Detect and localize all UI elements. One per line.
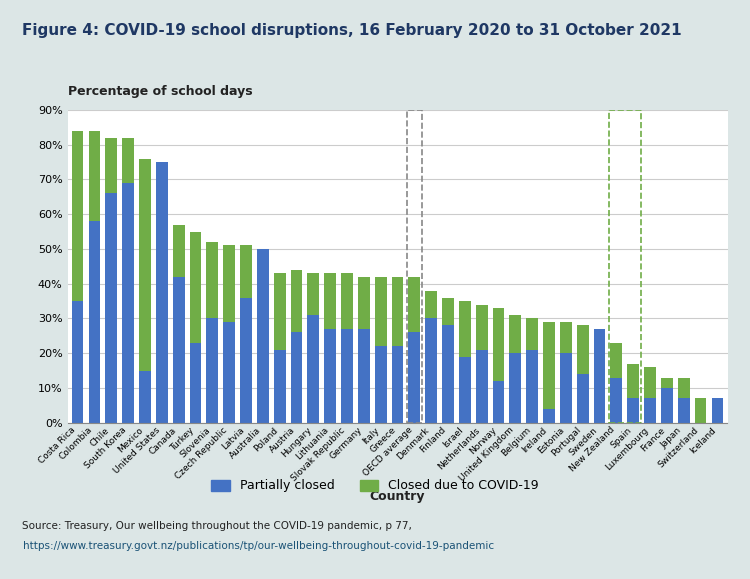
Bar xyxy=(409,332,420,423)
Bar xyxy=(425,318,437,423)
Bar xyxy=(425,291,437,318)
Bar xyxy=(341,273,353,329)
Bar xyxy=(459,357,471,423)
Bar xyxy=(594,329,605,423)
Bar xyxy=(308,315,320,423)
Bar xyxy=(509,315,521,353)
Bar xyxy=(206,318,218,423)
Bar xyxy=(106,138,117,193)
Bar xyxy=(392,346,404,423)
Bar xyxy=(240,245,252,298)
Bar xyxy=(493,381,505,423)
Bar xyxy=(661,388,673,423)
Bar xyxy=(172,277,184,423)
Bar xyxy=(122,183,134,423)
Bar xyxy=(72,131,83,301)
Bar xyxy=(509,353,521,423)
Bar xyxy=(106,193,117,423)
Bar xyxy=(122,138,134,183)
Bar xyxy=(172,225,184,277)
Bar xyxy=(290,332,302,423)
Bar xyxy=(190,232,201,343)
Bar xyxy=(88,221,101,423)
Bar xyxy=(375,346,386,423)
Bar xyxy=(206,242,218,318)
Bar xyxy=(224,322,235,423)
Bar xyxy=(543,322,555,409)
Bar xyxy=(526,318,538,350)
Bar xyxy=(392,277,404,346)
Bar xyxy=(627,398,639,423)
Bar xyxy=(543,409,555,423)
Bar xyxy=(341,329,353,423)
Bar xyxy=(526,350,538,423)
Bar xyxy=(324,329,336,423)
Bar xyxy=(678,378,689,398)
Bar xyxy=(661,378,673,388)
Bar xyxy=(274,273,286,350)
Bar xyxy=(406,110,422,423)
Bar xyxy=(476,350,488,423)
Bar xyxy=(644,398,656,423)
Bar xyxy=(240,298,252,423)
Bar xyxy=(560,322,572,353)
Legend: Partially closed, Closed due to COVID-19: Partially closed, Closed due to COVID-19 xyxy=(206,474,544,497)
Bar xyxy=(694,398,706,423)
Bar xyxy=(577,374,589,423)
Bar xyxy=(139,159,151,371)
Bar xyxy=(308,273,320,315)
Bar xyxy=(190,343,201,423)
Bar xyxy=(324,273,336,329)
Bar xyxy=(274,350,286,423)
Bar xyxy=(609,110,640,423)
Text: https://www.treasury.govt.nz/publications/tp/our-wellbeing-throughout-covid-19-p: https://www.treasury.govt.nz/publication… xyxy=(22,541,494,551)
Bar xyxy=(560,353,572,423)
Bar xyxy=(409,277,420,332)
Bar xyxy=(224,245,235,322)
Bar xyxy=(493,308,505,381)
Bar xyxy=(139,371,151,423)
Bar xyxy=(459,301,471,357)
Bar xyxy=(375,277,386,346)
Bar xyxy=(290,270,302,332)
Bar xyxy=(358,277,370,329)
Text: Source: Treasury, Our wellbeing throughout the COVID-19 pandemic, p 77,: Source: Treasury, Our wellbeing througho… xyxy=(22,521,416,531)
Bar xyxy=(577,325,589,374)
Bar xyxy=(88,131,101,221)
Bar xyxy=(72,301,83,423)
Bar xyxy=(442,298,454,325)
Bar xyxy=(627,364,639,398)
X-axis label: Country: Country xyxy=(370,490,425,503)
Bar xyxy=(610,378,622,423)
Bar xyxy=(257,249,268,423)
Bar xyxy=(712,398,723,423)
Bar xyxy=(644,367,656,398)
Bar xyxy=(156,162,168,423)
Bar xyxy=(358,329,370,423)
Bar xyxy=(678,398,689,423)
Text: Percentage of school days: Percentage of school days xyxy=(68,86,252,98)
Bar xyxy=(476,305,488,350)
Text: Figure 4: COVID-19 school disruptions, 16 February 2020 to 31 October 2021: Figure 4: COVID-19 school disruptions, 1… xyxy=(22,23,682,38)
Bar xyxy=(610,343,622,378)
Bar xyxy=(442,325,454,423)
